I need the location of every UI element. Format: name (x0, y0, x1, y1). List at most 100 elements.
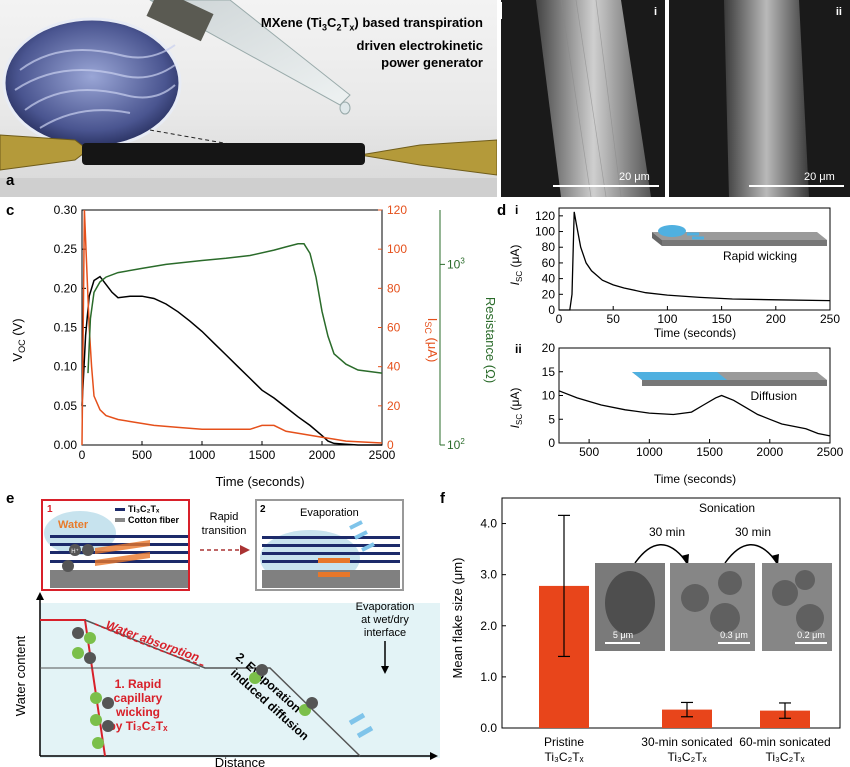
c-xlabel: Time (seconds) (215, 474, 304, 489)
f-arrow1: 30 min (649, 525, 685, 539)
d-i-ytick-label: 60 (542, 256, 556, 270)
c-ytick-mid-label: 80 (387, 281, 401, 295)
c-ytick-left-label: 0.05 (54, 399, 78, 413)
panel-b-sem-ii: ii 20 μm (669, 0, 850, 197)
f-ytick-label: 3.0 (480, 568, 497, 582)
d-xlabel-ii: Time (seconds) (654, 472, 736, 486)
panel-a-title: MXene (Ti3C2Tx) based transpiration driv… (260, 15, 483, 70)
panel-c-chart: 0 500 1000 1500 2000 2500 0.00 0.05 0.10 0.15 0.20… (10, 203, 498, 489)
c-xtick-label: 1500 (249, 448, 276, 462)
d-inset-diffusion (632, 372, 827, 386)
d-ii-xtick-label: 1000 (636, 445, 663, 459)
c-ytick-left-label: 0.10 (54, 360, 78, 374)
d-ii-xtick-label: 500 (579, 445, 599, 459)
panel-letter-b: b (501, 2, 503, 19)
svg-text:H⁺: H⁺ (71, 548, 79, 555)
f-bar (662, 709, 712, 728)
d-ii-xtick-label: 2000 (756, 445, 783, 459)
d-ii-xtick-label: 2500 (817, 445, 844, 459)
f-cat2-l1: 30-min sonicated (641, 735, 732, 749)
pipette-body (146, 0, 214, 42)
e-label1-l1: 1. Rapid (115, 677, 162, 691)
e-box2-num: 2 (260, 504, 266, 515)
e-box1-num: 1 (47, 504, 53, 515)
c-ytick-left-label: 0.15 (54, 321, 78, 335)
d-i-xtick-label: 100 (657, 312, 677, 326)
f-cat3-l1: 60-min sonicated (739, 735, 830, 749)
panel-letter-a: a (6, 172, 15, 189)
panel-a-photo: MXene (Ti3C2Tx) based transpiration driv… (0, 0, 497, 197)
d-inset-wicking (652, 225, 827, 246)
f-ytick-label: 0.0 (480, 721, 497, 735)
c-ytick-mid-label: 100 (387, 242, 407, 256)
e-legend-ti: Ti₃C₂Tₓ (128, 504, 160, 514)
f-sonication: Sonication (699, 501, 755, 515)
f-cat1-l1: Pristine (544, 735, 584, 749)
d-i-ytick-label: 20 (542, 287, 556, 301)
e-evaporation: Evaporation (300, 507, 359, 519)
e-evap-l2: at wet/dry (361, 614, 409, 626)
d-ylabel-i: ISC (μA) (508, 245, 524, 286)
d-i-ytick-label: 100 (535, 225, 555, 239)
cotton-fiber-i (536, 0, 651, 197)
scale-bar-ii (749, 185, 844, 187)
panel-f-chart: 0.0 1.0 2.0 3.0 4.0 Mean flake size (μm) Son… (450, 497, 841, 764)
c-ytick-mid-label: 120 (387, 203, 407, 217)
d-i-xtick-label: 50 (607, 312, 621, 326)
e-evap-l3: interface (364, 627, 406, 639)
f-bar (760, 710, 810, 728)
c-ytick-right-label: 102 (447, 437, 465, 452)
scale-bar-i (553, 185, 659, 187)
f-ytick-label: 2.0 (480, 619, 497, 633)
d-i-xtick-label: 0 (556, 312, 563, 326)
c-ytick-mid-label: 40 (387, 360, 401, 374)
d-ii-series-line (558, 390, 831, 437)
f-inset-scale1: 5 μm (613, 630, 633, 640)
c-plot-frame (81, 209, 383, 446)
e-label1-l2: capillary (114, 691, 163, 705)
panel-letter-e: e (6, 490, 15, 507)
c-ytick-left-label: 0.00 (54, 438, 78, 452)
f-cat2-l2: Ti₃C₂Tₓ (667, 750, 706, 764)
d-i-ytick-label: 0 (548, 303, 555, 317)
c-xtick-label: 2500 (369, 448, 396, 462)
f-ylabel: Mean flake size (μm) (450, 558, 465, 679)
c-series-line (81, 275, 382, 446)
panel-a-illustration (0, 0, 497, 197)
e-evap-l1: Evaporation (356, 601, 415, 613)
c-xtick-label: 0 (79, 448, 86, 462)
f-cat3-l2: Ti₃C₂Tₓ (765, 750, 804, 764)
droplet (339, 101, 351, 115)
c-ylabel-right: Resistance (Ω) (483, 297, 498, 383)
d-ii-ytick-label: 5 (548, 412, 555, 426)
e-label1-l4: by Ti₃C₂Tₓ (108, 719, 168, 733)
d-sub-ii: ii (515, 342, 522, 356)
cotton-fiber-ii (724, 0, 809, 197)
f-ytick-label: 1.0 (480, 670, 497, 684)
d-ii-ytick-label: 15 (542, 365, 556, 379)
c-ytick-mid-label: 60 (387, 321, 401, 335)
f-inset-scale2: 0.3 μm (720, 630, 748, 640)
panel-b-sem-i: i 20 μm b (501, 0, 665, 197)
c-ytick-left-label: 0.20 (54, 281, 78, 295)
d-sub-i: i (515, 203, 518, 217)
panel-letter-d: d (497, 202, 507, 219)
sem-label-i: i (653, 6, 657, 18)
c-xtick-label: 500 (132, 448, 152, 462)
d-xlabel-i: Time (seconds) (654, 326, 736, 340)
black-mxene-fabric (82, 143, 365, 165)
e-rapid-1: Rapid (210, 511, 239, 523)
c-xtick-label: 2000 (309, 448, 336, 462)
c-ylabel-mid: ISC (μA) (423, 318, 440, 363)
c-xtick-label: 1000 (189, 448, 216, 462)
scale-text-ii: 20 μm (804, 171, 835, 183)
d-ylabel-ii: ISC (μA) (508, 388, 524, 429)
f-arrow2: 30 min (735, 525, 771, 539)
d-i-ytick-label: 40 (542, 272, 556, 286)
f-ytick-label: 4.0 (480, 517, 497, 531)
c-ytick-mid-label: 20 (387, 399, 401, 413)
sem-label-ii: ii (835, 6, 842, 18)
magnified-inset (2, 17, 182, 149)
c-ytick-left-label: 0.30 (54, 203, 78, 217)
